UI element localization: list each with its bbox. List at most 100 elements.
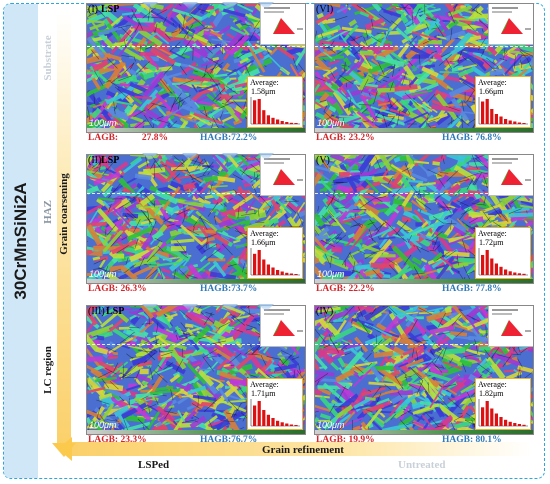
- average-value: 1.82μm: [479, 389, 504, 398]
- ipf-legend: [488, 4, 533, 45]
- histogram-bar: [499, 266, 503, 276]
- histogram-bar: [508, 120, 512, 124]
- histogram-bar: [262, 259, 266, 275]
- lsped-label: LSPed: [138, 459, 170, 471]
- average-value: 1.66μm: [251, 238, 276, 247]
- ebsd-panel-ii: 100μm Average: 1.66μm: [86, 154, 306, 284]
- laser-shot-icon: [142, 304, 158, 312]
- refinement-arrow-shaft: [71, 442, 531, 456]
- histogram-bar: [289, 273, 293, 275]
- lsp-label: LSP: [101, 4, 120, 15]
- histogram-bar: [517, 273, 521, 276]
- histogram-bar: [280, 422, 284, 427]
- guide-line: [315, 193, 533, 194]
- lagb-fraction: LAGB: 26.3%: [88, 284, 147, 294]
- guide-line: [315, 46, 533, 47]
- ebsd-map: [315, 4, 533, 132]
- grain-size-inset: Average: 1.66μm: [475, 76, 531, 128]
- histogram-bar: [253, 405, 257, 426]
- histogram-bar: [485, 250, 489, 275]
- grain-refinement-label: Grain refinement: [262, 444, 344, 456]
- histogram-bar: [262, 110, 266, 124]
- histogram-bar: [280, 121, 284, 124]
- ipf-triangle-icon: [492, 309, 531, 336]
- laser-shot-icon: [142, 153, 158, 161]
- histogram-bar: [271, 117, 275, 125]
- grain-size-histogram: [250, 399, 300, 427]
- histogram-bar: [257, 401, 261, 426]
- grain-size-histogram: [478, 97, 528, 125]
- map-footer-strip: [315, 128, 533, 132]
- ipf-triangle-icon: [264, 309, 303, 336]
- lagb-fraction: LAGB: 22.2%: [316, 284, 375, 294]
- average-label: Average:: [250, 78, 279, 87]
- ipf-legend: [488, 306, 533, 347]
- histogram-bar: [494, 263, 498, 275]
- grain-size-inset: Average: 1.58μm: [247, 76, 303, 128]
- histogram-bar: [276, 420, 280, 427]
- scale-bar-label: 100μm: [89, 118, 117, 128]
- histogram-bar: [266, 264, 270, 275]
- lagb-fraction: LAGB: 19.9%: [316, 435, 375, 445]
- refinement-arrowhead: [58, 437, 72, 461]
- lsp-label: LSP: [106, 306, 125, 317]
- histogram-bar: [266, 414, 270, 427]
- ebsd-panel-v: 100μm Average: 1.72μm: [314, 154, 534, 284]
- grain-size-inset: Average: 1.82μm: [475, 378, 531, 430]
- average-label: Average:: [478, 380, 507, 389]
- hagb-fraction: HAGB:72.2%: [200, 133, 258, 143]
- map-footer-strip: [315, 279, 533, 283]
- lagb-fraction: LAGB: 23.3%: [88, 435, 147, 445]
- histogram-bar: [504, 119, 508, 124]
- panel-number: (III): [88, 306, 105, 317]
- average-label: Average:: [250, 380, 279, 389]
- average-value: 1.71μm: [251, 389, 276, 398]
- laser-shot-icon: [222, 304, 238, 312]
- average-value: 1.72μm: [479, 238, 504, 247]
- scale-bar-label: 100μm: [89, 420, 117, 430]
- region-substrate: Substrate: [42, 35, 54, 81]
- histogram-bar: [276, 270, 280, 275]
- laser-shot-icon: [142, 2, 158, 10]
- histogram-bar: [513, 121, 517, 124]
- histogram-bar: [490, 408, 494, 426]
- untreated-label: Untreated: [398, 459, 446, 471]
- histogram-bar: [294, 274, 298, 275]
- coarsening-arrow-shaft: [57, 12, 71, 448]
- average-label: Average:: [478, 229, 507, 238]
- panel-number: (II): [88, 155, 102, 166]
- histogram-bar: [289, 424, 293, 426]
- histogram-bar: [481, 255, 485, 275]
- histogram-bar: [285, 423, 289, 426]
- histogram-bar: [513, 272, 517, 275]
- histogram-bar: [490, 258, 494, 275]
- hagb-fraction: HAGB: 80.1%: [442, 435, 502, 445]
- histogram-bar: [280, 271, 284, 275]
- laser-shot-icon: [182, 2, 198, 10]
- histogram-bar: [494, 413, 498, 426]
- laser-shot-icon: [258, 153, 274, 161]
- histogram-bar: [499, 417, 503, 426]
- region-lc: LC region: [42, 346, 54, 394]
- histogram-bar: [257, 99, 261, 124]
- histogram-bar: [262, 410, 266, 426]
- laser-shot-icon: [182, 304, 198, 312]
- scale-bar-label: 100μm: [317, 420, 345, 430]
- ipf-legend: [260, 306, 305, 347]
- ipf-triangle-icon: [492, 158, 531, 185]
- hagb-fraction: HAGB:76.7%: [200, 435, 258, 445]
- grain-coarsening-label: Grain coarsening: [58, 173, 70, 255]
- guide-line: [87, 193, 305, 194]
- histogram-bar: [253, 100, 257, 125]
- panel-number: (I): [88, 4, 98, 15]
- map-footer-strip: [87, 430, 305, 434]
- histogram-bar: [271, 267, 275, 275]
- scale-bar-label: 100μm: [89, 269, 117, 279]
- histogram-bar: [494, 114, 498, 124]
- grain-size-histogram: [478, 248, 528, 276]
- average-value: 1.66μm: [479, 87, 504, 96]
- map-footer-strip: [87, 128, 305, 132]
- ebsd-panel-iii: 100μm Average: 1.71μm: [86, 305, 306, 435]
- histogram-bar: [285, 272, 289, 276]
- histogram-bar: [481, 101, 485, 124]
